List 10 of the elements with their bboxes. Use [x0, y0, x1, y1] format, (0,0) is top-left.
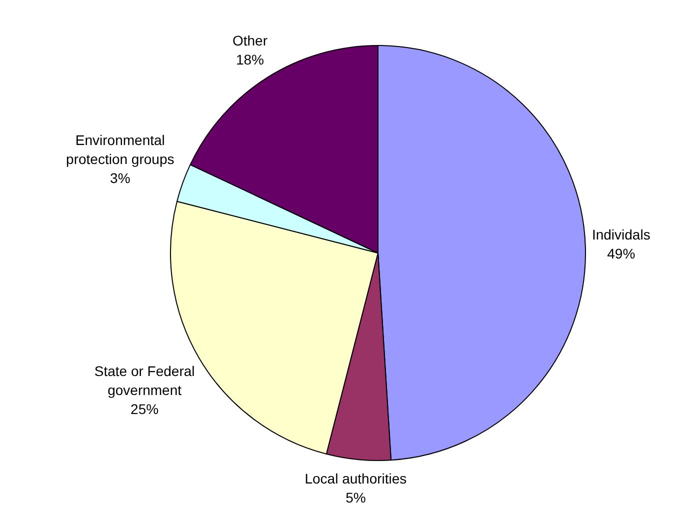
slice-label: Environmental protection groups: [66, 132, 174, 168]
data-label: 3%: [110, 170, 130, 186]
slice-label: Other: [232, 32, 268, 49]
slice-label: Local authorities: [304, 470, 407, 487]
data-label: 18%: [236, 52, 264, 68]
data-label: 49%: [607, 246, 636, 262]
data-label: 5%: [346, 490, 366, 506]
slice-label: Individals: [592, 226, 650, 243]
data-label: 25%: [130, 400, 159, 417]
slice-label: State or Federal government: [94, 362, 195, 398]
